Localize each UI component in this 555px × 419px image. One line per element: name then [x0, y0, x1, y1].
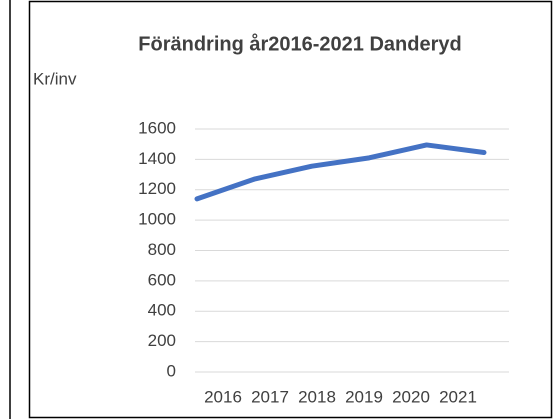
chart-title: Förändring år2016-2021 Danderyd: [138, 32, 461, 55]
x-tick-label: 2016: [204, 387, 242, 406]
line-series: [194, 142, 487, 202]
x-tick-label: 2018: [298, 387, 336, 406]
x-tick-label: 2019: [345, 387, 383, 406]
chart-frame: [28, 0, 553, 419]
y-tick-label: 200: [148, 331, 176, 350]
y-tick-label: 400: [148, 301, 176, 320]
y-tick-label: 1200: [138, 179, 176, 198]
y-tick-label: 1400: [138, 149, 176, 168]
x-tick-label: 2020: [392, 387, 430, 406]
x-tick-label: 2017: [251, 387, 289, 406]
x-tick-label: 2021: [439, 387, 477, 406]
y-tick-label: 0: [167, 361, 176, 380]
y-axis-label: Kr/inv: [33, 69, 77, 88]
y-tick-label: 1000: [138, 210, 176, 229]
y-tick-label: 600: [148, 270, 176, 289]
y-tick-label: 800: [148, 240, 176, 259]
y-tick-label: 1600: [138, 118, 176, 137]
